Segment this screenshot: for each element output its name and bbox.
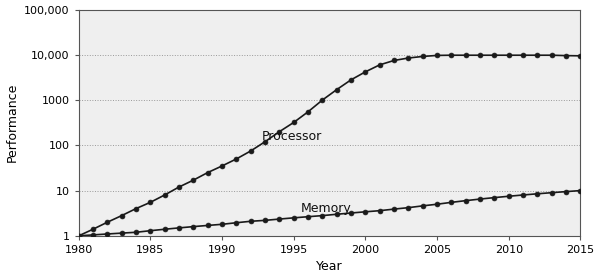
X-axis label: Year: Year <box>316 260 343 273</box>
Text: Processor: Processor <box>262 130 322 143</box>
Text: Memory: Memory <box>301 202 352 215</box>
Y-axis label: Performance: Performance <box>5 83 19 162</box>
